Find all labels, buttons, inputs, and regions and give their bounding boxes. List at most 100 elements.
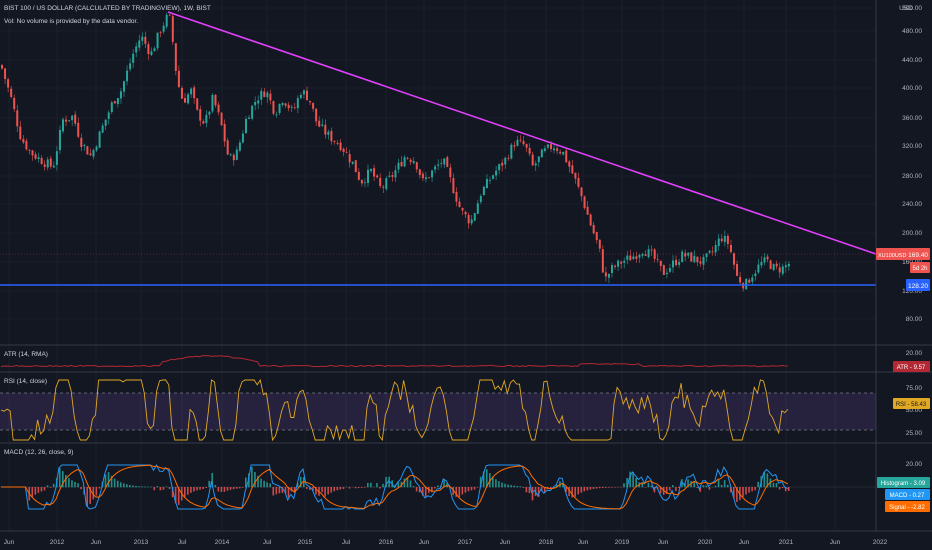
candle-body [656,259,659,260]
candle-body [147,44,150,54]
histogram-bar [473,487,476,490]
price-axis-tick: 320.00 [902,143,922,150]
histogram-bar [726,484,729,488]
candle-body [769,260,772,270]
histogram-bar [293,487,296,493]
histogram-bar [248,473,250,488]
histogram-bar [266,482,268,488]
candle-body [150,51,153,55]
histogram-bar [787,487,790,491]
histogram-bar [333,487,336,492]
histogram-bar [665,487,668,494]
candle-body [220,112,223,126]
histogram-bar [736,487,738,502]
histogram-bar [406,477,409,488]
candle-body [604,272,607,277]
candle-body [504,157,507,165]
candle-body [385,178,388,190]
rsi-label[interactable]: RSI (14, close) [4,378,47,385]
candle-body [77,122,80,137]
histogram-bar [34,487,37,495]
candle-body [309,100,312,103]
macd-label[interactable]: MACD (12, 26, close, 9) [4,449,73,456]
candle-body [116,98,119,104]
histogram-bar [77,483,79,488]
trendline[interactable] [167,11,877,255]
histogram-bar [141,486,143,488]
candle-body [241,133,244,143]
candle-body [522,141,525,145]
histogram-bar [470,487,473,491]
candle-body [754,273,757,277]
histogram-bar [199,487,201,490]
histogram-bar [31,487,34,498]
candle-body [772,264,775,271]
time-axis-tick: 2017 [458,539,473,546]
candle-body [367,169,369,183]
candle-body [376,175,379,178]
histogram-bar [659,487,662,494]
histogram-bar [205,487,207,488]
histogram-bar [370,482,372,488]
candle-body [281,102,284,105]
time-axis-tick: Jun [830,539,841,546]
candle-body [302,90,305,95]
histogram-bar [126,484,128,488]
candle-body [98,131,101,148]
candle-body [412,161,415,164]
time-axis-tick: 2020 [698,539,713,546]
candle-body [598,239,601,249]
histogram-bar [516,485,519,488]
candle-body [202,121,205,124]
candle-body [339,142,342,151]
candle-body [473,213,476,221]
histogram-bar [766,473,769,488]
countdown-value: 5d 2h [912,266,927,272]
candle-body [510,144,513,159]
histogram-bar [147,486,149,488]
candle-body [751,277,754,282]
time-axis-tick: 2014 [215,539,230,546]
histogram-bar [519,486,522,488]
candle-body [647,249,650,258]
price-axis[interactable]: 500.00 480.00 440.00 400.00 360.00 320.00 280.… [902,5,922,323]
histogram-bar [367,482,369,488]
candle-body [516,139,519,146]
histogram-bar [315,487,317,495]
time-axis-tick: Jun [500,539,511,546]
candle-body [437,164,440,166]
candle-body [705,253,708,258]
candle-body [617,260,620,267]
histogram-bar [208,480,210,488]
price-axis-tick: 400.00 [902,85,922,92]
candle-body [68,120,71,121]
histogram-bar [540,487,543,491]
time-axis-tick: 2013 [134,539,149,546]
histogram-bar [455,487,458,497]
histogram-bar [501,482,503,488]
candle-body [336,143,339,144]
histogram-bar [699,487,702,492]
histogram-bar [507,484,509,488]
candle-body [235,149,238,160]
support-price-badge [906,279,930,291]
candle-body [428,177,430,179]
candle-body [1,64,3,69]
candle-body [781,266,784,274]
candle-body [443,158,446,165]
candle-body [479,196,482,202]
price-axis-tick: 120.00 [902,288,922,295]
time-axis-tick: 2019 [615,539,630,546]
histogram-bar [482,471,485,488]
rsi-axis-tick: 25.00 [906,430,923,437]
histogram-bar [461,487,464,495]
atr-label[interactable]: ATR (14, RMA) [4,351,48,358]
histogram-value-badge [877,477,930,488]
time-axis[interactable]: Jun 2012 Jun 2013 Jul 2014 Jul 2015 Jul 2016 Jun 20… [4,539,888,546]
histogram-bar [269,483,271,488]
candle-body [699,261,702,264]
candle-body [470,219,473,224]
volume-note: Vol: No volume is provided by the data v… [4,18,138,25]
